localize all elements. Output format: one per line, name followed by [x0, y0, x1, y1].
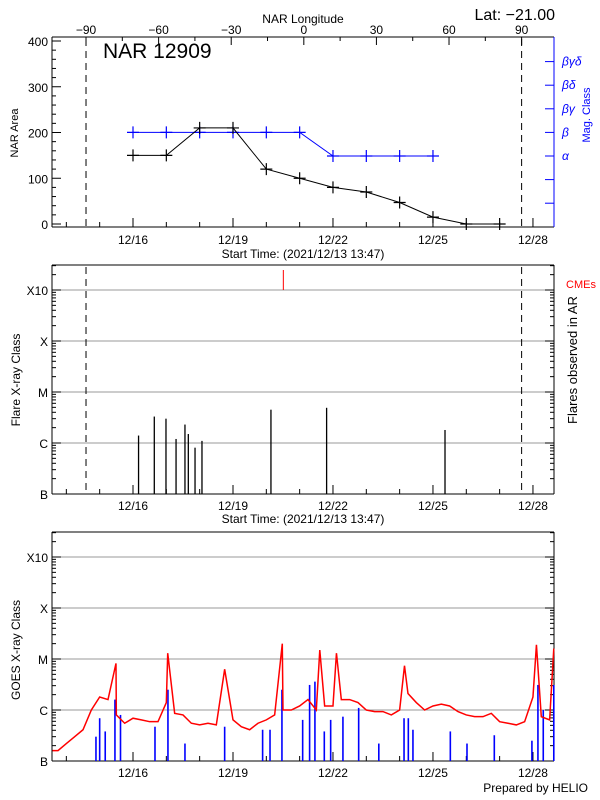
longitude-tick-label: 90 [515, 23, 529, 37]
flares-y-tick-label: X [40, 335, 48, 349]
goes-ylabel: GOES X-ray Class [9, 600, 23, 700]
nar-xlabel: Start Time: (2021/12/13 13:47) [222, 247, 385, 261]
goes-x-tick-label: 12/22 [318, 766, 348, 780]
goes-y-tick-label: B [40, 755, 48, 769]
nar-area-y-tick-label: 200 [28, 127, 48, 141]
nar-x-tick-label: 12/25 [418, 233, 448, 247]
nar-area-y-tick-label: 300 [28, 81, 48, 95]
flares-x-tick-label: 12/22 [318, 499, 348, 513]
nar-area-y-tick-label: 400 [28, 35, 48, 49]
mag-class-tick-label: βδ [561, 78, 576, 92]
nar-area-series-plus-marker [127, 149, 139, 162]
longitude-tick-label: 0 [300, 23, 307, 37]
flare-class-ylabel: Flare X-ray Class [9, 334, 23, 427]
nar-area-series-line [133, 127, 500, 225]
longitude-axis-title: NAR Longitude [262, 12, 344, 26]
cmes-label: CMEs [566, 279, 596, 291]
mag-class-tick-label: βγ [561, 102, 576, 116]
nar-title: NAR 12909 [103, 40, 212, 63]
mag-class-series-plus-marker [360, 150, 373, 162]
goes-y-tick-label: M [38, 653, 48, 667]
nar-x-tick-label: 12/28 [518, 233, 548, 247]
chart-marks: 12/16 12/19 12/22 12/25 12/280100200300400−9… [27, 23, 582, 780]
latitude-label: Lat: −21.00 [474, 7, 555, 24]
nar-x-tick-label: 12/19 [218, 233, 248, 247]
nar-x-tick-label: 12/16 [118, 233, 148, 247]
goes-long-channel-line [52, 643, 555, 752]
mag-class-series-plus-marker [426, 150, 439, 162]
nar-area-series-plus-marker [260, 163, 273, 176]
goes-y-tick-label: X [40, 602, 48, 616]
nar-area-y-tick-label: 100 [28, 172, 48, 186]
mag-class-series-plus-marker [127, 126, 139, 139]
longitude-tick-label: −30 [221, 23, 242, 37]
nar-area-series-plus-marker [393, 196, 406, 209]
goes-x-tick-label: 12/16 [118, 766, 148, 780]
nar-area-series-plus-marker [160, 149, 173, 162]
flares-x-tick-label: 12/25 [418, 499, 448, 513]
nar-area-series-plus-marker [460, 218, 473, 230]
nar-area-ylabel: NAR Area [9, 108, 21, 158]
nar-area-series-plus-marker [326, 181, 339, 194]
flares-xlabel: Start Time: (2021/12/13 13:47) [222, 512, 385, 526]
mag-class-tick-label: βγδ [561, 55, 582, 69]
flares-x-tick-label: 12/16 [118, 499, 148, 513]
longitude-tick-label: −60 [148, 23, 169, 37]
nar-area-series-plus-marker [493, 218, 506, 230]
mag-class-series-plus-marker [160, 126, 173, 139]
nar-area-series-plus-marker [226, 121, 239, 134]
flares-y-tick-label: X10 [27, 284, 49, 298]
longitude-tick-label: 30 [370, 23, 384, 37]
nar-area-series-plus-marker [426, 211, 439, 224]
prepared-by-footer: Prepared by HELIO [483, 781, 588, 795]
mag-class-series-plus-marker [326, 150, 339, 162]
longitude-tick-label: 60 [442, 23, 456, 37]
goes-x-tick-label: 12/25 [418, 766, 448, 780]
flares-x-tick-label: 12/28 [518, 499, 548, 513]
mag-class-series-plus-marker [260, 126, 273, 139]
mag-class-series-plus-marker [293, 126, 306, 139]
mag-class-tick-label: α [562, 149, 570, 163]
goes-x-tick-label: 12/28 [518, 766, 548, 780]
goes-y-tick-label: C [39, 704, 48, 718]
nar-area-series-plus-marker [293, 172, 306, 185]
flares-x-tick-label: 12/19 [218, 499, 248, 513]
longitude-tick-label: −90 [76, 23, 97, 37]
mag-class-series-plus-marker [393, 150, 406, 162]
flares-observed-ylabel: Flares observed in AR [565, 296, 580, 424]
mag-class-tick-label: β [561, 125, 569, 139]
mag-class-ylabel: Mag. Class [581, 87, 593, 143]
nar-area-series-plus-marker [360, 185, 373, 198]
flares-y-tick-label: M [38, 386, 48, 400]
goes-x-tick-label: 12/19 [218, 766, 248, 780]
nar-x-tick-label: 12/22 [318, 233, 348, 247]
flares-y-tick-label: C [39, 437, 48, 451]
nar-area-y-tick-label: 0 [41, 218, 48, 232]
goes-y-tick-label: X10 [27, 551, 49, 565]
mag-class-series-line [133, 131, 433, 157]
nar-area-series-plus-marker [193, 121, 206, 134]
flares-y-tick-label: B [40, 488, 48, 502]
